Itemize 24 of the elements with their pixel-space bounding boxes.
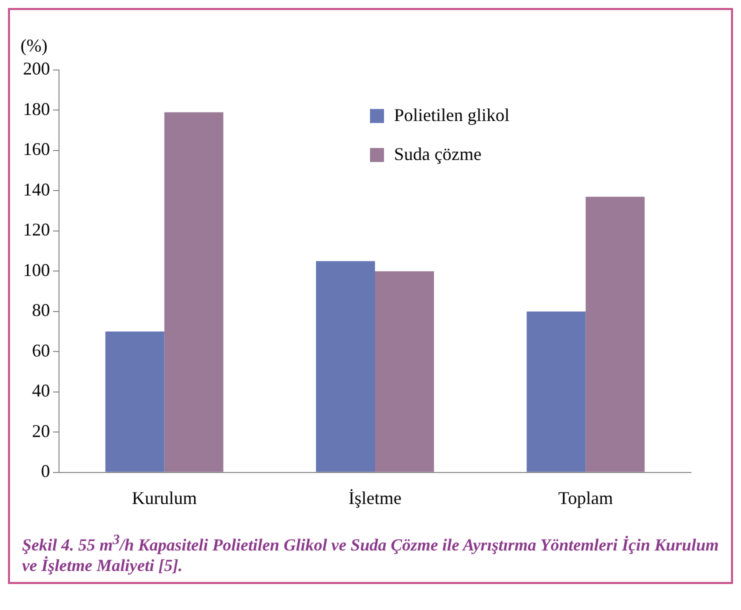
y-tick-label: 140 xyxy=(23,179,50,200)
y-tick-label: 60 xyxy=(32,340,50,360)
bar xyxy=(586,196,645,472)
y-tick-label: 180 xyxy=(23,98,50,119)
bar xyxy=(316,261,375,472)
y-tick-label: 200 xyxy=(23,58,50,79)
bar xyxy=(526,311,586,472)
legend-label: Polietilen glikol xyxy=(394,105,510,126)
y-axis-title: (%) xyxy=(20,36,48,56)
x-tick-label: Kurulum xyxy=(132,488,197,508)
y-tick-label: 80 xyxy=(32,300,50,320)
y-tick-label: 100 xyxy=(23,260,50,280)
y-tick-label: 120 xyxy=(23,220,50,240)
legend-label: Suda çözme xyxy=(394,144,482,165)
bar xyxy=(164,112,224,472)
y-tick-label: 20 xyxy=(32,420,50,441)
x-tick-label: Toplam xyxy=(558,488,614,508)
text: Şekil 4. 55 m$^{3}$/h Kapasiteli Polietilen Glikol ve Suda Çözme ile Ayrıştırma Yöntemleri İçin Kurulum ve İşletme Maliyeti [5]. xyxy=(21,531,720,577)
x-tick-label: İşletme xyxy=(348,488,402,508)
bar xyxy=(375,271,434,472)
y-tick-label: 40 xyxy=(32,380,50,401)
y-tick-label: 0 xyxy=(41,461,50,482)
y-tick-label: 160 xyxy=(23,139,50,160)
bar xyxy=(105,332,164,472)
